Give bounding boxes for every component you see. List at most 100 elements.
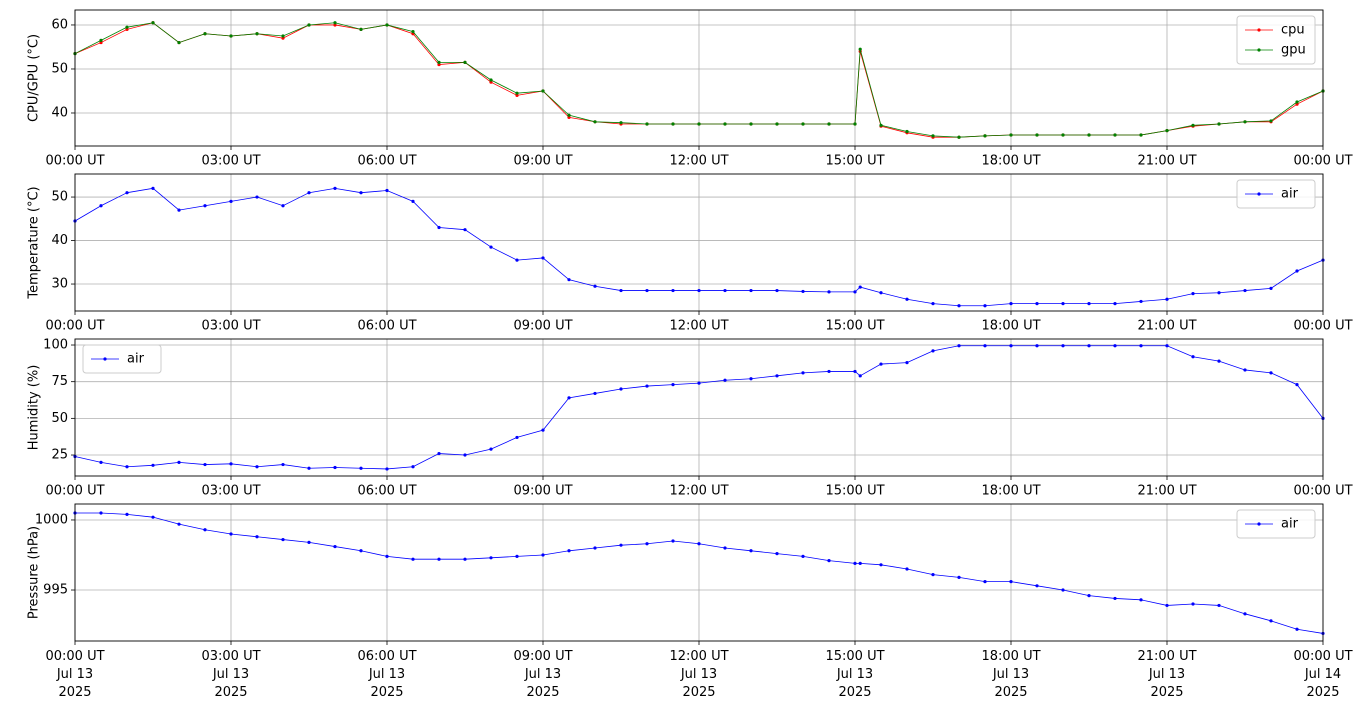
x-tick-label: 12:00 UT xyxy=(669,484,728,499)
data-point xyxy=(879,291,883,295)
legend-marker xyxy=(1257,192,1261,196)
x-tick-label-line: Jul 13 xyxy=(524,667,561,682)
plot-frame xyxy=(74,503,1324,642)
x-tick-label: 00:00 UT xyxy=(45,484,104,499)
x-tick-label-line: Jul 13 xyxy=(992,667,1029,682)
data-point xyxy=(1191,602,1195,606)
data-point xyxy=(853,290,857,294)
series-line xyxy=(74,345,1324,470)
data-point xyxy=(229,34,233,38)
legend-marker xyxy=(1257,28,1261,32)
x-tick-label: 03:00 UT xyxy=(201,319,260,334)
x-tick-label: 09:00 UT xyxy=(513,319,572,334)
data-point xyxy=(541,553,545,557)
y-tick-label: 30 xyxy=(51,277,68,292)
x-tick-label-line: 00:00 UT xyxy=(45,649,104,664)
data-point xyxy=(359,27,363,31)
data-point xyxy=(437,60,441,64)
x-tick-label-line: 15:00 UT xyxy=(825,649,884,664)
data-point xyxy=(411,199,415,203)
legend-box xyxy=(1236,509,1316,539)
data-point xyxy=(853,122,857,126)
data-point xyxy=(645,542,649,546)
data-point xyxy=(879,123,883,127)
y-tick-label: 40 xyxy=(51,233,68,248)
x-tick-label: 15:00 UT xyxy=(825,319,884,334)
data-point xyxy=(931,573,935,577)
data-point xyxy=(1139,344,1143,348)
y-tick-label: 50 xyxy=(51,190,68,205)
data-point xyxy=(1009,133,1013,137)
data-point xyxy=(437,451,441,456)
data-point xyxy=(1009,302,1013,306)
data-point xyxy=(1295,627,1299,631)
data-point xyxy=(541,256,545,260)
data-point xyxy=(983,134,987,138)
data-point xyxy=(671,288,675,293)
legend-label: air xyxy=(1281,517,1299,532)
data-point xyxy=(437,62,441,67)
y-tick-label: 25 xyxy=(51,448,68,463)
data-point xyxy=(1269,119,1273,123)
y-tick-label: 50 xyxy=(51,61,68,76)
y-tick-label: 60 xyxy=(51,17,68,32)
data-point xyxy=(437,557,441,561)
data-point xyxy=(1139,133,1143,137)
data-point xyxy=(723,546,727,550)
x-tick-label-line: 2025 xyxy=(994,685,1027,700)
x-tick-label: 15:00 UT xyxy=(825,154,884,169)
y-tick-label: 100 xyxy=(43,338,68,353)
data-point xyxy=(749,377,753,381)
x-tick-label-line: Jul 13 xyxy=(212,667,249,682)
data-point xyxy=(1165,297,1169,301)
data-point xyxy=(1035,133,1039,137)
x-tick-label-line: 2025 xyxy=(1306,685,1339,700)
data-point xyxy=(619,121,623,125)
data-point xyxy=(775,374,779,378)
data-point xyxy=(957,135,961,139)
data-point xyxy=(333,21,337,25)
data-point xyxy=(858,285,862,289)
x-tick-label: 12:00 UT xyxy=(669,154,728,169)
data-point xyxy=(749,288,753,293)
data-point xyxy=(1243,612,1247,616)
data-point xyxy=(359,466,363,470)
data-point xyxy=(1009,344,1013,348)
data-point xyxy=(645,384,649,388)
x-tick-label: 18:00 UT Jul 13 2025 xyxy=(981,649,1040,700)
x-tick-label: 09:00 UT xyxy=(513,484,572,499)
data-point xyxy=(463,60,467,64)
data-point xyxy=(281,36,285,40)
data-point xyxy=(567,278,571,282)
data-point xyxy=(1295,383,1299,387)
x-tick-label: 18:00 UT xyxy=(981,154,1040,169)
data-point xyxy=(858,374,862,378)
data-point xyxy=(827,558,831,563)
data-point xyxy=(281,462,285,467)
data-point xyxy=(723,288,727,293)
data-point xyxy=(255,195,259,199)
data-point xyxy=(177,460,181,464)
data-point xyxy=(983,344,987,348)
data-point xyxy=(1217,359,1221,363)
data-point xyxy=(697,381,701,385)
data-point xyxy=(281,204,285,208)
data-point xyxy=(879,563,883,567)
x-tick-label: 06:00 UT xyxy=(357,154,416,169)
x-tick-label-line: 12:00 UT xyxy=(669,649,728,664)
data-point xyxy=(515,554,519,558)
data-point xyxy=(1191,123,1195,127)
legend-label: gpu xyxy=(1281,43,1306,58)
data-point xyxy=(858,47,862,51)
plot-frame xyxy=(74,338,1324,477)
x-tick-label: 21:00 UT xyxy=(1137,484,1196,499)
x-tick-label-line: 2025 xyxy=(214,685,247,700)
data-point xyxy=(99,38,103,42)
y-tick-label: 50 xyxy=(51,411,68,426)
x-tick-label: 06:00 UT Jul 13 2025 xyxy=(357,649,416,700)
data-point xyxy=(905,361,909,365)
data-point xyxy=(1191,292,1195,296)
data-point xyxy=(775,288,779,293)
data-point xyxy=(593,284,597,288)
data-point xyxy=(801,289,805,294)
